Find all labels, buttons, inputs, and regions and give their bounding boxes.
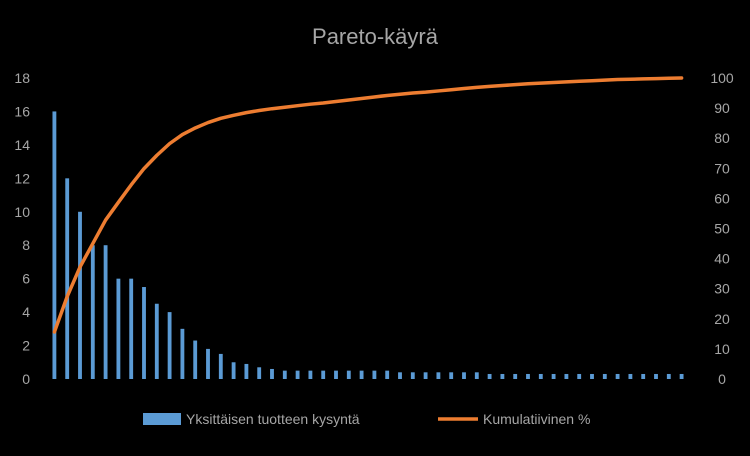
demand-bar (65, 178, 69, 379)
left-axis-ticks: 0 2 4 6 8 10 12 14 16 18 (14, 70, 30, 387)
left-tick-label: 8 (22, 237, 30, 253)
demand-bar (667, 374, 671, 379)
right-axis-ticks: 0 10 20 30 40 50 60 70 80 90 100 (710, 70, 734, 387)
demand-bar (360, 371, 364, 379)
right-tick-label: 30 (714, 281, 730, 297)
demand-bar (436, 372, 440, 379)
demand-bars (52, 111, 683, 379)
cumulative-line (54, 78, 681, 332)
legend-bar-swatch (143, 413, 181, 425)
demand-bar (116, 279, 120, 379)
left-tick-label: 12 (14, 170, 30, 186)
left-tick-label: 2 (22, 338, 30, 354)
demand-bar (257, 367, 261, 379)
legend: Yksittäisen tuotteen kysyntä Kumulatiivin… (143, 411, 590, 427)
demand-bar (206, 349, 210, 379)
demand-bar (168, 312, 172, 379)
right-tick-label: 60 (714, 190, 730, 206)
right-tick-label: 50 (714, 221, 730, 237)
demand-bar (398, 372, 402, 379)
demand-bar (680, 374, 684, 379)
left-tick-label: 6 (22, 271, 30, 287)
demand-bar (411, 372, 415, 379)
demand-bar (526, 374, 530, 379)
demand-bar (180, 329, 184, 379)
right-tick-label: 0 (718, 371, 726, 387)
demand-bar (334, 371, 338, 379)
demand-bar (462, 372, 466, 379)
demand-bar (641, 374, 645, 379)
demand-bar (603, 374, 607, 379)
right-tick-label: 100 (710, 70, 734, 86)
demand-bar (270, 369, 274, 379)
demand-bar (219, 354, 223, 379)
demand-bar (385, 371, 389, 379)
demand-bar (129, 279, 133, 379)
demand-bar (488, 374, 492, 379)
legend-bar-label: Yksittäisen tuotteen kysyntä (186, 411, 360, 427)
demand-bar (590, 374, 594, 379)
demand-bar (654, 374, 658, 379)
right-tick-label: 80 (714, 130, 730, 146)
demand-bar (628, 374, 632, 379)
demand-bar (424, 372, 428, 379)
left-tick-label: 10 (14, 204, 30, 220)
legend-line-label: Kumulatiivinen % (483, 411, 590, 427)
demand-bar (78, 212, 82, 379)
demand-bar (155, 304, 159, 379)
left-tick-label: 0 (22, 371, 30, 387)
demand-bar (91, 245, 95, 379)
right-tick-label: 10 (714, 341, 730, 357)
right-tick-label: 70 (714, 160, 730, 176)
demand-bar (539, 374, 543, 379)
demand-bar (232, 362, 236, 379)
demand-bar (552, 374, 556, 379)
right-tick-label: 40 (714, 251, 730, 267)
cumulative-line-layer (54, 78, 681, 332)
demand-bar (475, 372, 479, 379)
demand-bar (372, 371, 376, 379)
demand-bar (296, 371, 300, 379)
demand-bar (564, 374, 568, 379)
demand-bar (308, 371, 312, 379)
demand-bar (500, 374, 504, 379)
demand-bar (104, 245, 108, 379)
demand-bar (244, 364, 248, 379)
demand-bar (283, 371, 287, 379)
left-tick-label: 4 (22, 304, 30, 320)
demand-bar (616, 374, 620, 379)
demand-bar (449, 372, 453, 379)
left-tick-label: 18 (14, 70, 30, 86)
demand-bar (142, 287, 146, 379)
demand-bar (321, 371, 325, 379)
demand-bar (577, 374, 581, 379)
left-tick-label: 16 (14, 103, 30, 119)
demand-bar (193, 341, 197, 379)
chart-title: Pareto-käyrä (312, 24, 439, 49)
demand-bar (513, 374, 517, 379)
right-tick-label: 20 (714, 311, 730, 327)
left-tick-label: 14 (14, 137, 30, 153)
demand-bar (52, 111, 56, 379)
demand-bar (347, 371, 351, 379)
right-tick-label: 90 (714, 100, 730, 116)
